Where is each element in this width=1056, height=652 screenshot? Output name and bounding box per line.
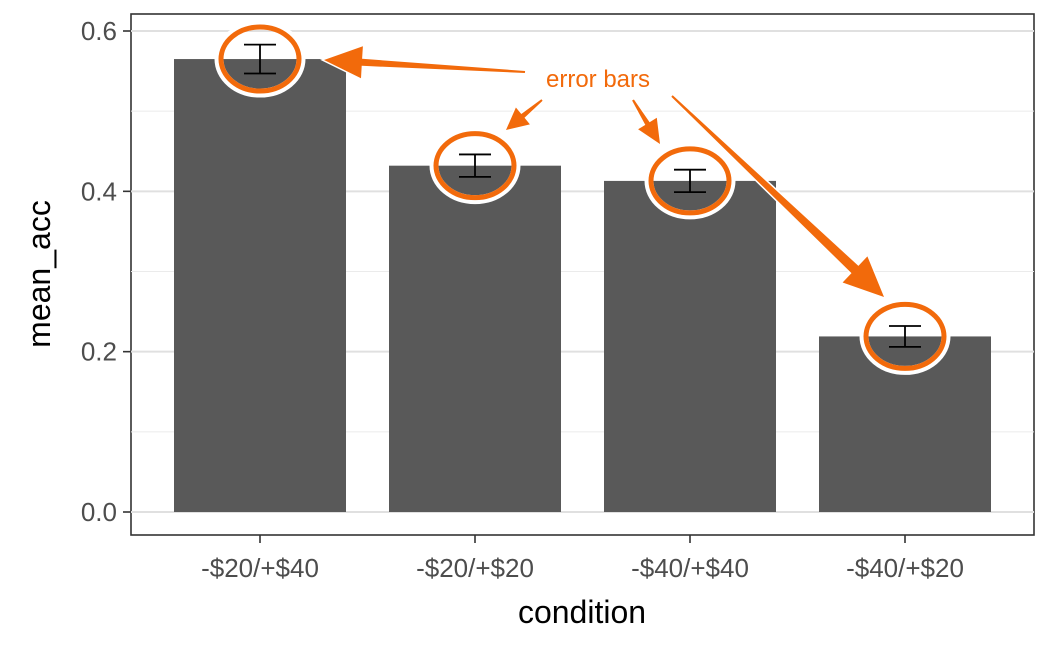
annotation-label: error bars <box>546 66 650 93</box>
bar <box>389 165 561 512</box>
x-tick-label: -$40/+$40 <box>631 553 749 583</box>
bar <box>604 180 776 512</box>
annotation-arrow <box>324 46 526 79</box>
highlight-circle <box>648 146 732 216</box>
y-tick-label: 0.4 <box>81 176 117 206</box>
highlight-circle <box>218 24 302 94</box>
bar <box>819 336 991 512</box>
highlight-circle <box>433 131 517 201</box>
error-bars <box>214 20 951 375</box>
annotation-arrow <box>632 99 660 144</box>
error-bars-annotation: error bars <box>320 44 887 300</box>
x-tick-label: -$20/+$20 <box>416 553 534 583</box>
bar <box>174 59 346 512</box>
y-axis: 0.0 0.2 0.4 0.6 <box>81 16 131 527</box>
y-tick-label: 0.6 <box>81 16 117 46</box>
y-tick-label: 0.2 <box>81 337 117 367</box>
x-axis: -$20/+$40 -$20/+$20 -$40/+$40 -$40/+$20 <box>201 535 964 583</box>
x-axis-title: condition <box>518 594 646 630</box>
annotation-arrow <box>506 99 543 130</box>
annotation-arrow <box>671 95 884 297</box>
y-axis-title: mean_acc <box>21 200 57 348</box>
x-tick-label: -$20/+$40 <box>201 553 319 583</box>
bars <box>174 59 991 512</box>
y-tick-label: 0.0 <box>81 497 117 527</box>
x-tick-label: -$40/+$20 <box>846 553 964 583</box>
highlight-circle <box>863 301 947 371</box>
